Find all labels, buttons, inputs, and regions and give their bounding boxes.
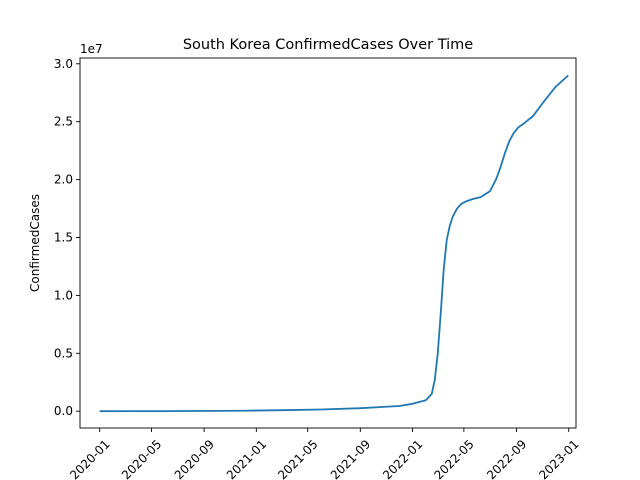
x-tick-label: 2021-01 (224, 437, 269, 480)
y-tick-label: 2.5 (54, 115, 73, 129)
y-tick-label: 0.5 (54, 346, 73, 360)
y-offset-label: 1e7 (80, 42, 103, 56)
x-tick-label: 2022-05 (431, 437, 476, 480)
y-tick-label: 2.0 (54, 173, 73, 187)
x-tick-label: 2021-09 (328, 437, 373, 480)
x-tick-label: 2022-09 (484, 437, 529, 480)
y-tick-label: 1.5 (54, 230, 73, 244)
y-tick-label: 1.0 (54, 288, 73, 302)
y-axis-label: ConfirmedCases (28, 194, 42, 292)
x-tick-label: 2021-05 (275, 437, 320, 480)
y-tick-label: 3.0 (54, 57, 73, 71)
series-line (99, 74, 569, 413)
chart-title: South Korea ConfirmedCases Over Time (183, 37, 473, 53)
x-tick-label: 2020-05 (119, 437, 164, 480)
y-tick-label: 0.0 (54, 404, 73, 418)
axis-ticks: 2020-01 2020-05 2020-09 2021-01 2021-05 2021-… (54, 57, 582, 480)
x-tick-label: 2020-01 (67, 437, 112, 480)
plot-frame (79, 57, 577, 429)
series-group (99, 74, 569, 413)
x-tick-label: 2020-09 (172, 437, 217, 480)
x-tick-label: 2023-01 (536, 437, 581, 480)
x-tick-label: 2022-01 (380, 437, 425, 480)
